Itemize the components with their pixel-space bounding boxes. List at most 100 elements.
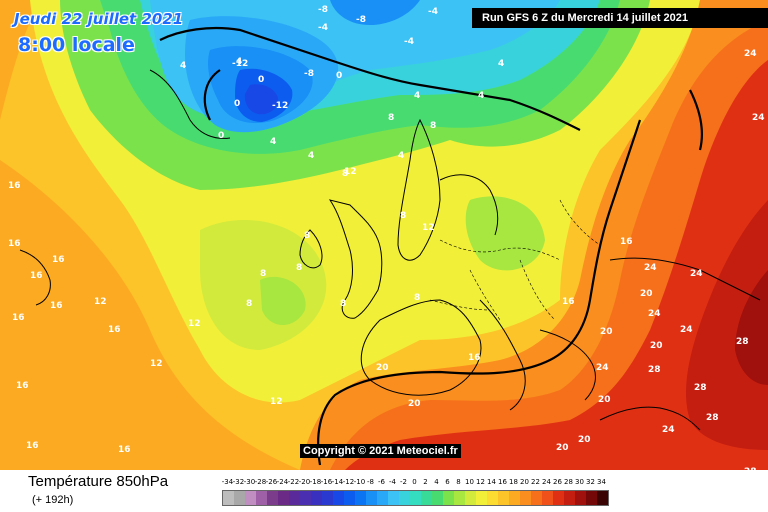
isotherm-label: 12 (270, 397, 283, 407)
model-run-label: Run GFS 6 Z du Mercredi 14 juillet 2021 (472, 8, 768, 28)
isotherm-label: 16 (8, 239, 21, 249)
colorbar-cell (399, 491, 410, 505)
colorbar-cell (256, 491, 267, 505)
temperature-map: -8 -8 -4 -4 -4 -12 -12 -8 0 0 0 0 4 4 4 4 4 4 4 4 8 8 8 8 8 8 8 8 8 8… (0, 0, 768, 470)
field-blue-north (330, 0, 420, 25)
isotherm-label: 20 (556, 443, 569, 453)
isotherm-label: 20 (598, 395, 611, 405)
colorbar-label: -22 (287, 478, 300, 486)
colorbar-cell (311, 491, 322, 505)
colorbar-cell (564, 491, 575, 505)
isotherm-label: 24 (752, 113, 765, 123)
isotherm-label: 8 (414, 293, 420, 303)
colorbar-cell (344, 491, 355, 505)
colorbar-cell (476, 491, 487, 505)
colorbar-cell (520, 491, 531, 505)
colorbar-cell (234, 491, 245, 505)
field-blue-core (244, 84, 279, 115)
colorbar-label: 20 (520, 478, 529, 486)
colorbar-label: -4 (389, 478, 396, 486)
colorbar-cell (531, 491, 542, 505)
isotherm-label: 0 (258, 75, 264, 85)
colorbar (222, 490, 609, 506)
field-hot-core (685, 200, 768, 450)
colorbar-cell (355, 491, 366, 505)
isotherm-label: 16 (50, 301, 63, 311)
colorbar-label: 18 (509, 478, 518, 486)
isotherm-label: 4 (414, 91, 420, 101)
forecast-time: 8:00 locale (18, 34, 135, 56)
isotherm-label: 12 (150, 359, 163, 369)
isotherm-label: 24 (744, 49, 757, 59)
isotherm-label: 28 (744, 467, 757, 470)
isotherm-label: 8 (260, 269, 266, 279)
colorbar-label: -24 (276, 478, 289, 486)
colorbar-label: 14 (487, 478, 496, 486)
colorbar-cell (454, 491, 465, 505)
colorbar-cell (586, 491, 597, 505)
map-svg: -8 -8 -4 -4 -4 -12 -12 -8 0 0 0 0 4 4 4 4 4 4 4 4 8 8 8 8 8 8 8 8 8 8… (0, 0, 768, 470)
isotherm-label: 4 (478, 91, 484, 101)
colorbar-label: -34 (221, 478, 234, 486)
isotherm-label: 20 (640, 289, 653, 299)
isotherm-label: 20 (376, 363, 389, 373)
isotherm-label: 4 (398, 151, 404, 161)
isotherm-label: 16 (26, 441, 39, 451)
isotherm-label: 8 (342, 169, 348, 179)
isotherm-label: 20 (408, 399, 421, 409)
colorbar-cell (421, 491, 432, 505)
colorbar-label: -14 (331, 478, 344, 486)
isotherm-label: -12 (232, 59, 248, 69)
isotherm-label: 4 (180, 61, 186, 71)
colorbar-cell (322, 491, 333, 505)
colorbar-label: -10 (353, 478, 366, 486)
colorbar-cell (465, 491, 476, 505)
colorbar-label: 34 (597, 478, 606, 486)
isotherm-label: 8 (388, 113, 394, 123)
isotherm-label: 4 (498, 59, 504, 69)
colorbar-label: 2 (423, 478, 428, 486)
colorbar-cell (377, 491, 388, 505)
colorbar-label: -18 (309, 478, 322, 486)
colorbar-cell (388, 491, 399, 505)
colorbar-label: -26 (265, 478, 278, 486)
isotherm-label: 8 (340, 299, 346, 309)
colorbar-label: -28 (254, 478, 267, 486)
isotherm-label: 0 (234, 99, 240, 109)
colorbar-label: 30 (575, 478, 584, 486)
isotherm-label: 20 (600, 327, 613, 337)
colorbar-label: -16 (320, 478, 333, 486)
colorbar-label: 32 (586, 478, 595, 486)
isotherm-label: 28 (706, 413, 719, 423)
isotherm-label: 20 (650, 341, 663, 351)
colorbar-cell (542, 491, 553, 505)
colorbar-cell (553, 491, 564, 505)
isotherm-label: 16 (620, 237, 633, 247)
colorbar-label: 26 (553, 478, 562, 486)
isotherm-label: 28 (736, 337, 749, 347)
colorbar-label: 16 (498, 478, 507, 486)
isotherm-label: -4 (404, 37, 414, 47)
colorbar-label: 8 (456, 478, 461, 486)
colorbar-label: -12 (342, 478, 355, 486)
colorbar-cell (597, 491, 608, 505)
isotherm-label: -8 (356, 15, 366, 25)
isotherm-label: 4 (236, 57, 242, 67)
isotherm-label: 20 (578, 435, 591, 445)
isotherm-label: 8 (304, 231, 310, 241)
colorbar-cell (366, 491, 377, 505)
field-orange-sw (0, 160, 300, 470)
field-orange-nw (0, 0, 40, 120)
isotherm-label: 16 (30, 271, 43, 281)
colorbar-label: 10 (465, 478, 474, 486)
isotherm-label: 4 (308, 151, 314, 161)
isotherm-label: 24 (680, 325, 693, 335)
isotherm-label: 16 (562, 297, 575, 307)
isotherm-label: 16 (108, 325, 121, 335)
colorbar-label: -8 (367, 478, 374, 486)
isotherm-label: 16 (52, 255, 65, 265)
colorbar-label: -20 (298, 478, 311, 486)
colorbar-label: 28 (564, 478, 573, 486)
isotherm-label: 4 (270, 137, 276, 147)
colorbar-cell (509, 491, 520, 505)
